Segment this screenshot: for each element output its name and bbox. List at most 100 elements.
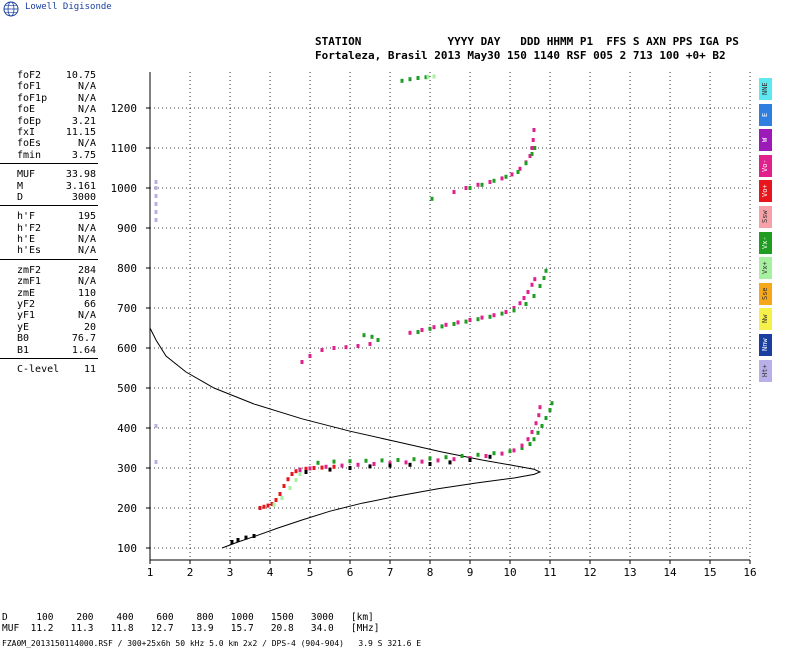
- echo-point: [388, 461, 392, 466]
- echo-point: [484, 454, 488, 458]
- echo-point: [376, 338, 380, 342]
- param-name: zmE: [17, 287, 36, 299]
- echo-point: [492, 178, 496, 183]
- param-row: MUF 33.98: [0, 169, 100, 180]
- echo-point: [530, 152, 534, 156]
- echo-point: [154, 194, 158, 198]
- echo-point: [416, 76, 420, 80]
- x-tick-label: 1: [147, 566, 154, 579]
- param-row: D 3000: [0, 192, 100, 203]
- logo: Lowell Digisonde: [3, 1, 203, 21]
- echo-point: [550, 401, 554, 406]
- param-row: fxI 11.15: [0, 127, 100, 138]
- param-name: foF1p: [17, 92, 48, 104]
- param-value: 66: [83, 299, 96, 311]
- param-value: N/A: [77, 138, 96, 150]
- param-value: 33.98: [65, 169, 96, 181]
- echo-point: [294, 469, 298, 474]
- y-tick-label: 700: [117, 302, 137, 315]
- x-tick-label: 10: [503, 566, 516, 579]
- echo-point: [436, 458, 440, 463]
- echo-point: [530, 430, 534, 434]
- legend-label: Sse: [761, 287, 769, 301]
- param-value: N/A: [77, 245, 96, 257]
- echo-point: [252, 534, 256, 538]
- header-labels: STATION YYYY DAY DDD HHMM P1 FFS S AXN P…: [315, 35, 739, 48]
- echo-point: [308, 466, 312, 471]
- echo-point: [540, 424, 544, 428]
- legend-label: Ssw: [761, 210, 769, 224]
- param-name: zmF2: [17, 264, 42, 276]
- echo-point: [154, 180, 158, 184]
- parameter-panel: foF2 10.75 foF1 N/A foF1p N/A foE N/A foEp 3.21 fx…: [0, 70, 100, 375]
- echo-point: [512, 448, 516, 453]
- echo-point: [298, 468, 302, 472]
- param-name: yF1: [17, 310, 36, 322]
- echo-point: [332, 464, 336, 469]
- echo-point: [456, 320, 460, 325]
- legend-label: W: [761, 138, 769, 143]
- echo-point: [542, 276, 546, 280]
- echo-point: [332, 459, 336, 464]
- param-divider: [0, 357, 98, 362]
- param-row: foF1 N/A: [0, 81, 100, 92]
- legend-entry: Vo-: [759, 154, 772, 177]
- echo-point: [368, 464, 372, 469]
- echo-point: [340, 463, 344, 468]
- echo-point: [348, 466, 352, 470]
- legend-label: Nw: [761, 315, 769, 324]
- param-name: h'F: [17, 211, 36, 223]
- echo-point: [530, 146, 534, 150]
- param-name: h'Es: [17, 245, 42, 257]
- echo-point: [420, 328, 424, 332]
- y-tick-label: 100: [117, 542, 137, 555]
- legend-label: Vo-: [761, 159, 769, 173]
- echo-point: [370, 334, 374, 339]
- echo-point: [244, 535, 248, 540]
- echo-point: [512, 308, 516, 313]
- echo-point: [468, 458, 472, 462]
- echo-point: [300, 360, 304, 364]
- param-row: h'F2 N/A: [0, 223, 100, 234]
- echo-point: [280, 496, 284, 500]
- echo-point: [320, 465, 324, 470]
- x-tick-label: 8: [427, 566, 434, 579]
- echo-point: [428, 326, 432, 331]
- x-tick-label: 7: [387, 566, 394, 579]
- logo-text: Lowell Digisonde: [25, 2, 112, 12]
- legend-entry: E: [759, 103, 772, 126]
- param-name: B1: [17, 344, 30, 356]
- echo-point: [356, 462, 360, 467]
- echo-point: [544, 416, 548, 420]
- echo-point: [524, 161, 528, 166]
- echo-point: [408, 462, 412, 467]
- echo-point: [288, 486, 292, 490]
- param-name: fmin: [17, 149, 42, 161]
- echo-point: [400, 78, 404, 83]
- echo-point: [412, 457, 416, 462]
- y-tick-label: 500: [117, 382, 137, 395]
- echo-point: [528, 442, 532, 446]
- echo-point: [500, 451, 504, 456]
- echo-point: [372, 462, 376, 466]
- legend-entry: Nnw: [759, 333, 772, 356]
- param-row: h'Es N/A: [0, 245, 100, 256]
- param-value: N/A: [77, 92, 96, 104]
- echo-point: [320, 348, 324, 352]
- param-value: 11: [83, 363, 96, 375]
- echo-point: [452, 457, 456, 462]
- echo-point: [516, 170, 520, 174]
- echo-point: [532, 128, 536, 132]
- echo-point: [440, 324, 444, 329]
- param-name: foEp: [17, 115, 42, 127]
- echo-point: [154, 202, 158, 206]
- header-values: Fortaleza, Brasil 2013 May30 150 1140 RS…: [315, 49, 726, 62]
- param-name: yF2: [17, 299, 36, 311]
- x-tick-label: 16: [743, 566, 756, 579]
- x-tick-label: 14: [663, 566, 677, 579]
- echo-point: [316, 460, 320, 465]
- echo-point: [537, 413, 541, 418]
- muf-table: D 100 200 400 600 800 1000 1500 3000 [km…: [2, 612, 380, 634]
- echo-point: [408, 77, 412, 82]
- echo-point: [488, 180, 492, 184]
